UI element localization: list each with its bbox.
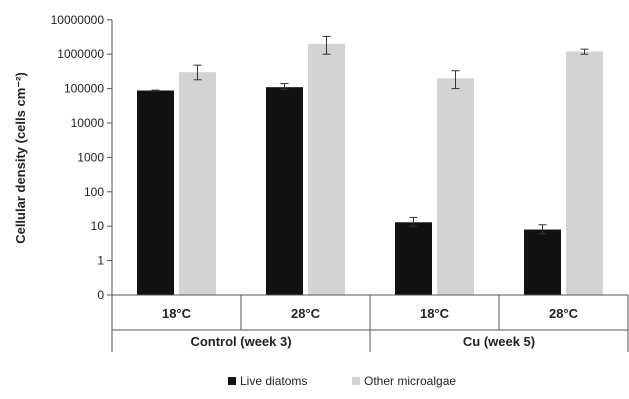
bars (137, 35, 603, 296)
bar-live-diatoms (266, 87, 303, 296)
y-tick-label: 10 (91, 219, 105, 233)
legend-label: Live diatoms (240, 374, 307, 388)
y-tick-label: 1000 (77, 150, 104, 164)
bar-live-diatoms (137, 90, 174, 295)
x-group-label: Control (week 3) (190, 334, 291, 349)
bar-other-microalgae (566, 51, 603, 295)
x-category-label: 28°C (549, 306, 579, 321)
bar-live-diatoms (395, 222, 432, 295)
x-category-label: 28°C (291, 306, 321, 321)
y-axis: 0 1 10 100 1000 10000 100000 1000000 10000000 (51, 13, 113, 302)
y-tick-label: 1 (97, 254, 104, 268)
y-tick-label: 10000000 (51, 13, 105, 27)
legend-swatch (352, 377, 360, 385)
y-tick-label: 1000000 (57, 47, 104, 61)
legend-label: Other microalgae (364, 374, 456, 388)
x-category-label: 18°C (420, 306, 450, 321)
bar-other-microalgae (308, 43, 345, 295)
bar-other-microalgae (179, 72, 216, 295)
x-category-label: 18°C (162, 306, 192, 321)
x-group-label: Cu (week 5) (463, 334, 535, 349)
bar-live-diatoms (524, 229, 561, 295)
legend-swatch (228, 377, 236, 385)
bar-other-microalgae (437, 78, 474, 295)
y-axis-label: Cellular density (cells cm⁻²) (13, 72, 28, 244)
y-tick-label: 100000 (64, 82, 104, 96)
y-tick-label: 100 (84, 185, 104, 199)
y-tick-label: 0 (97, 288, 104, 302)
y-tick-label: 10000 (71, 116, 105, 130)
legend: Live diatoms Other microalgae (228, 374, 456, 388)
